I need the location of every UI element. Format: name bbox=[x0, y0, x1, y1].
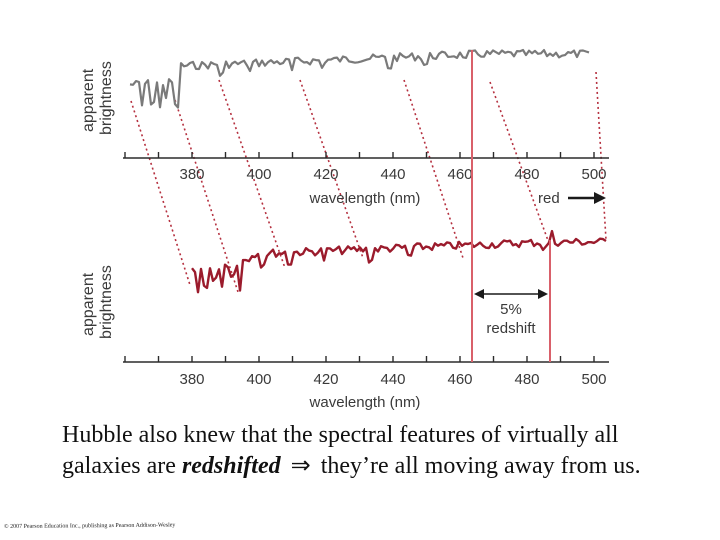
connector-line bbox=[218, 79, 286, 269]
top-panel: apparent brightness 380 400 420 440 460 … bbox=[80, 48, 609, 207]
top-tick-label-500: 500 bbox=[581, 166, 606, 183]
top-axis-ticks bbox=[124, 152, 595, 158]
top-ylabel-line1: apparent bbox=[80, 68, 97, 132]
bottom-tick-label-500: 500 bbox=[581, 371, 606, 388]
feature-connectors bbox=[130, 71, 607, 293]
redshift-label: redshift bbox=[486, 320, 536, 337]
top-ylabel-line2: brightness bbox=[98, 61, 115, 135]
bottom-xlabel: wavelength (nm) bbox=[309, 394, 421, 411]
top-xlabel: wavelength (nm) bbox=[309, 190, 421, 207]
bottom-axis-ticks bbox=[124, 356, 595, 362]
connector-line bbox=[595, 71, 607, 241]
top-tick-label-380: 380 bbox=[179, 166, 204, 183]
bottom-tick-label-380: 380 bbox=[179, 371, 204, 388]
connector-line bbox=[174, 99, 239, 293]
caption-text-1: Hubble also knew that the spectral featu… bbox=[62, 422, 619, 479]
connector-line bbox=[130, 100, 191, 286]
redshift-spectra-figure: apparent brightness 380 400 420 440 460 … bbox=[80, 48, 609, 411]
caption-emphasis: redshifted bbox=[181, 453, 281, 479]
bottom-panel: apparent brightness 380 400 420 440 460 … bbox=[80, 229, 609, 411]
top-tick-label-440: 440 bbox=[380, 166, 405, 183]
connector-line bbox=[489, 81, 551, 247]
top-tick-label-420: 420 bbox=[313, 166, 338, 183]
redshift-percent-label: 5% bbox=[500, 301, 522, 318]
bottom-tick-label-460: 460 bbox=[447, 371, 472, 388]
copyright-notice: © 2007 Pearson Education Inc., publishin… bbox=[4, 522, 176, 530]
bottom-tick-label-440: 440 bbox=[380, 371, 405, 388]
red-label: red bbox=[538, 190, 560, 207]
redshift-span-arrow bbox=[474, 289, 548, 299]
top-tick-label-400: 400 bbox=[246, 166, 271, 183]
top-spectrum-line bbox=[129, 48, 590, 109]
red-arrow-icon bbox=[568, 192, 606, 204]
bottom-tick-label-480: 480 bbox=[514, 371, 539, 388]
top-tick-label-480: 480 bbox=[514, 166, 539, 183]
bottom-tick-labels: 380 400 420 440 460 480 500 bbox=[179, 371, 606, 388]
bottom-spectrum-line bbox=[191, 229, 607, 294]
top-tick-label-460: 460 bbox=[447, 166, 472, 183]
bottom-ylabel-line1: apparent bbox=[80, 272, 97, 336]
bottom-ylabel-line2: brightness bbox=[98, 265, 115, 339]
bottom-tick-label-400: 400 bbox=[246, 371, 271, 388]
implies-arrow-icon: ⇒ bbox=[290, 453, 311, 479]
bottom-tick-label-420: 420 bbox=[313, 371, 338, 388]
connector-line bbox=[299, 79, 364, 259]
connector-line bbox=[403, 79, 464, 259]
caption-text-2: they’re all moving away from us. bbox=[320, 453, 641, 479]
caption: Hubble also knew that the spectral featu… bbox=[62, 420, 702, 482]
top-tick-labels: 380 400 420 440 460 480 500 bbox=[179, 166, 606, 183]
